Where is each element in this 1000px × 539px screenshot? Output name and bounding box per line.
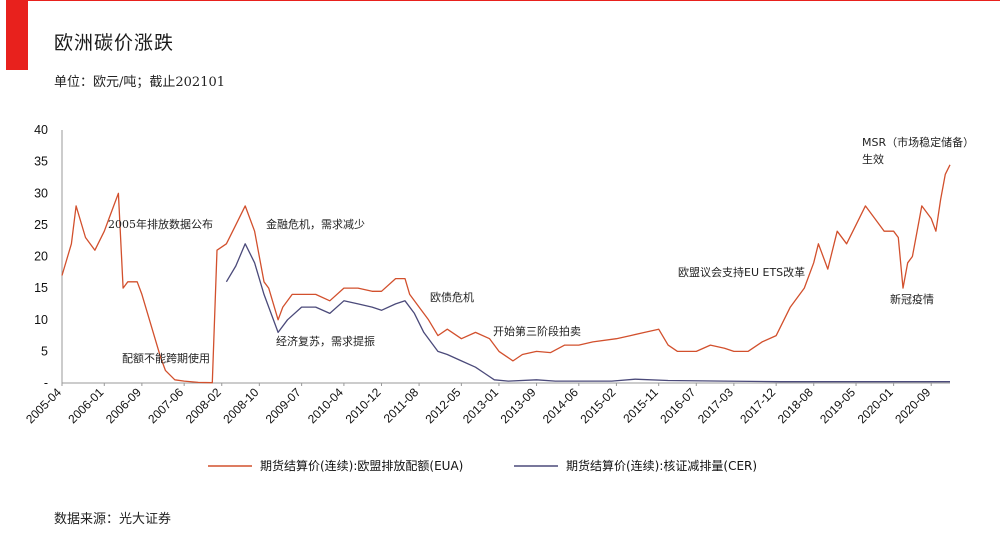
series-line-cer bbox=[225, 243, 950, 383]
x-tick-label: 2008-10 bbox=[220, 385, 261, 426]
annotation-financial-crisis: 金融危机，需求减少 bbox=[266, 217, 365, 231]
x-tick-label: 2017-12 bbox=[737, 385, 778, 426]
y-tick-label: 30 bbox=[34, 186, 48, 200]
x-tick-label: 2015-02 bbox=[577, 385, 618, 426]
annotation-covid: 新冠疫情 bbox=[890, 292, 934, 306]
page-title: 欧洲碳价涨跌 bbox=[54, 32, 175, 54]
x-tick-label: 2016-07 bbox=[657, 385, 698, 426]
legend-label-eua: 期货结算价(连续):欧盟排放配额(EUA) bbox=[260, 458, 463, 473]
x-tick-label: 2015-11 bbox=[620, 385, 661, 426]
x-tick-label: 2008-02 bbox=[183, 385, 224, 426]
x-tick-label: 2007-06 bbox=[145, 385, 186, 426]
y-tick-label: 20 bbox=[34, 250, 48, 264]
unit-note: 单位：欧元/吨；截止202101 bbox=[54, 75, 226, 90]
x-tick-label: 2020-09 bbox=[892, 385, 933, 426]
x-tick-label: 2011-08 bbox=[381, 385, 422, 426]
x-tick-label: 2020-01 bbox=[855, 385, 896, 426]
annotation-debt-crisis: 欧债危机 bbox=[430, 290, 474, 304]
y-tick-label: - bbox=[44, 376, 48, 390]
x-tick-label: 2006-01 bbox=[65, 385, 106, 426]
data-source: 数据来源：光大证券 bbox=[54, 512, 172, 527]
annotation-msr: MSR（市场稳定储备） bbox=[862, 135, 974, 149]
y-tick-label: 15 bbox=[34, 281, 48, 295]
header-rule bbox=[28, 0, 1000, 1]
legend-label-cer: 期货结算价(连续):核证减排量(CER) bbox=[566, 458, 757, 473]
x-tick-label: 2014-06 bbox=[540, 385, 581, 426]
annotation-phase3-auction: 开始第三阶段拍卖 bbox=[493, 324, 581, 338]
annotation-no-banking: 配额不能跨期使用 bbox=[122, 351, 210, 365]
x-tick-label: 2013-09 bbox=[498, 385, 539, 426]
series-line-eua bbox=[61, 164, 951, 384]
y-tick-label: 40 bbox=[34, 123, 48, 137]
y-tick-label: 10 bbox=[34, 313, 48, 327]
x-tick-label: 2009-07 bbox=[263, 385, 304, 426]
chart-legend: 期货结算价(连续):欧盟排放配额(EUA) 期货结算价(连续):核证减排量(CE… bbox=[208, 458, 757, 473]
annotation-msr-effective: 生效 bbox=[862, 152, 884, 166]
x-tick-label: 2010-12 bbox=[343, 385, 384, 426]
y-tick-label: 25 bbox=[34, 218, 48, 232]
y-tick-labels: - 5 10 15 20 25 30 35 40 bbox=[34, 123, 48, 390]
x-tick-label: 2013-01 bbox=[460, 385, 501, 426]
x-tick-label: 2017-03 bbox=[695, 385, 736, 426]
annotation-recovery: 经济复苏，需求提振 bbox=[276, 334, 375, 348]
series-layer bbox=[61, 164, 951, 384]
x-tick-label: 2006-09 bbox=[103, 385, 144, 426]
y-tick-label: 5 bbox=[41, 344, 48, 358]
accent-bar bbox=[6, 0, 28, 70]
annotation-emission-data: 2005年排放数据公布 bbox=[108, 217, 213, 231]
annotation-ets-reform: 欧盟议会支持EU ETS改革 bbox=[678, 265, 805, 279]
x-tick-label: 2018-08 bbox=[775, 385, 816, 426]
x-tick-label: 2012-05 bbox=[422, 385, 463, 426]
chart-axes bbox=[61, 130, 950, 384]
y-tick-label: 35 bbox=[34, 155, 48, 169]
x-tick-label: 2010-04 bbox=[305, 385, 346, 426]
x-tick-label: 2005-04 bbox=[23, 385, 64, 426]
annotations: 2005年排放数据公布 配额不能跨期使用 金融危机，需求减少 经济复苏，需求提振… bbox=[108, 135, 974, 365]
x-tick-label: 2019-05 bbox=[817, 385, 858, 426]
